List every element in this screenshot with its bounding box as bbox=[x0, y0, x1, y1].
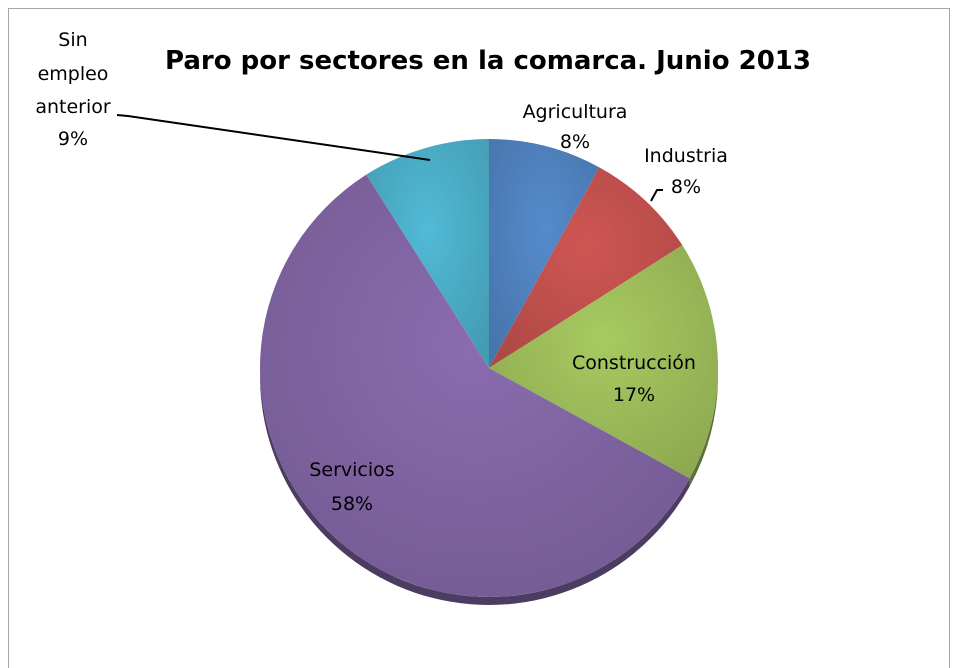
slice-name-label-agricultura: Agricultura bbox=[523, 101, 628, 123]
slice-labels: Agricultura 8% Industria 8% Construcción 17% S… bbox=[35, 29, 728, 515]
slice-value-label-agricultura: 8% bbox=[560, 131, 590, 153]
pie-slices bbox=[260, 139, 718, 597]
slice-agricultura bbox=[489, 139, 600, 368]
slice-value-label-industria: 8% bbox=[671, 176, 701, 198]
chart-title: Paro por sectores en la comarca. Junio 2… bbox=[165, 46, 811, 76]
slice-name-label-servicios: Servicios bbox=[309, 459, 394, 481]
slice-construcci-n bbox=[489, 245, 718, 479]
slice-name-label-construcci-n: Construcción bbox=[572, 352, 696, 374]
pie-depth bbox=[260, 368, 718, 606]
slice-name-label-industria: Industria bbox=[644, 145, 728, 167]
slice-value-label-sin-empleo-anterior: 9% bbox=[58, 128, 88, 150]
slice-value-label-servicios: 58% bbox=[331, 493, 373, 515]
slice-name-label-sin-empleo-anterior: Sin bbox=[58, 29, 87, 51]
slice-name-label-sin-empleo-anterior: anterior bbox=[35, 96, 111, 118]
slice-value-label-construcci-n: 17% bbox=[613, 384, 655, 406]
slice-depth-construcci-n bbox=[689, 368, 718, 487]
slice-servicios bbox=[260, 174, 690, 597]
slice-industria bbox=[489, 167, 683, 368]
slice-sin-empleo-anterior bbox=[366, 139, 489, 368]
leader-line-sin-empleo-anterior bbox=[116, 114, 431, 161]
leader-line-industria bbox=[650, 189, 663, 202]
slice-name-label-sin-empleo-anterior: empleo bbox=[38, 63, 109, 85]
leader-lines bbox=[116, 114, 663, 202]
